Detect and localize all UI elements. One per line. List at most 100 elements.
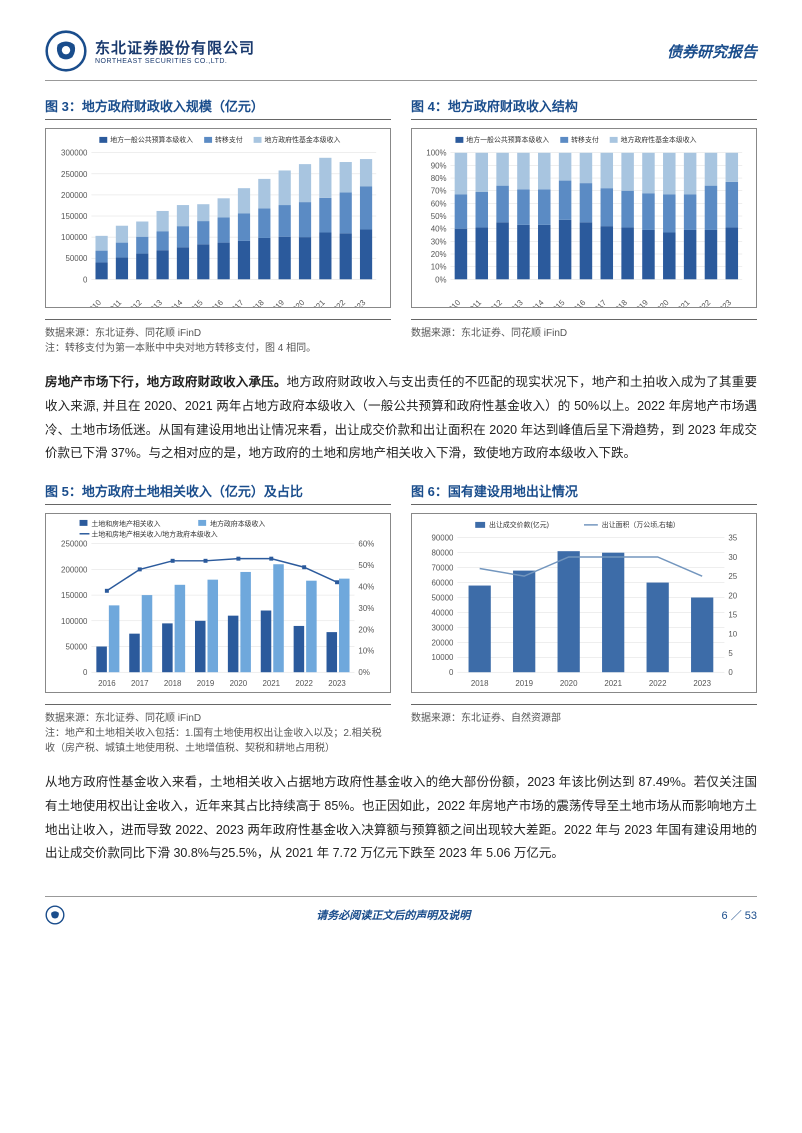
footer-page-number: 6 ／ 53 [722,907,757,923]
svg-text:150000: 150000 [61,212,88,221]
svg-text:2022: 2022 [694,298,713,308]
svg-text:转移支付: 转移支付 [571,135,599,144]
svg-text:2021: 2021 [673,298,692,308]
svg-text:2018: 2018 [471,679,489,688]
svg-text:2022: 2022 [295,679,313,688]
svg-text:15: 15 [728,611,737,620]
svg-text:2018: 2018 [610,298,629,308]
svg-text:300000: 300000 [61,149,88,158]
chart-6-svg: 出让成交价款(亿元)出让面积（万公顷,右轴）010000200003000040… [411,513,757,693]
chart-4-title: 图 4：地方政府财政收入结构 [411,96,757,120]
svg-text:地方政府性基金本级收入: 地方政府性基金本级收入 [264,135,340,144]
logo-icon [45,30,87,72]
chart-4-svg: 地方一般公共预算本级收入转移支付地方政府性基金本级收入0%10%20%30%40… [411,128,757,308]
page-header: 东北证券股份有限公司 NORTHEAST SECURITIES CO.,LTD.… [45,30,757,81]
chart-6-title: 图 6：国有建设用地出让情况 [411,481,757,505]
logo-cn: 东北证券股份有限公司 [95,37,255,58]
svg-text:25: 25 [728,572,737,581]
svg-text:2021: 2021 [262,679,280,688]
svg-text:0%: 0% [358,668,369,677]
svg-text:20%: 20% [358,625,374,634]
paragraph-1-lead: 房地产市场下行，地方政府财政收入承压。 [45,375,287,389]
svg-text:150000: 150000 [61,591,88,600]
svg-text:100000: 100000 [61,617,88,626]
svg-text:2012: 2012 [125,298,144,308]
svg-text:2020: 2020 [652,298,671,308]
svg-text:2019: 2019 [197,679,215,688]
svg-text:2019: 2019 [631,298,650,308]
svg-text:2013: 2013 [506,298,525,308]
svg-text:2017: 2017 [131,679,149,688]
svg-text:40000: 40000 [431,608,454,617]
svg-text:2023: 2023 [349,298,368,308]
svg-text:100%: 100% [426,149,446,158]
svg-text:90%: 90% [431,161,447,170]
svg-text:2010: 2010 [84,298,103,308]
svg-text:2020: 2020 [230,679,248,688]
svg-text:10%: 10% [431,263,447,272]
svg-text:2014: 2014 [527,298,546,308]
svg-text:2014: 2014 [166,298,185,308]
chart-3-block: 图 3：地方政府财政收入规模（亿元） 地方一般公共预算本级收入转移支付地方政府性… [45,96,391,356]
svg-text:10%: 10% [358,647,374,656]
svg-text:40%: 40% [358,582,374,591]
svg-text:2018: 2018 [247,298,266,308]
svg-text:0: 0 [449,668,454,677]
svg-text:100000: 100000 [61,233,88,242]
svg-text:10000: 10000 [431,653,454,662]
svg-text:90000: 90000 [431,534,454,543]
svg-text:2015: 2015 [186,298,205,308]
svg-text:20%: 20% [431,250,447,259]
svg-text:2022: 2022 [649,679,667,688]
svg-text:200000: 200000 [61,191,88,200]
chart-6-source: 数据来源：东北证券、自然资源部 [411,704,757,724]
svg-text:80000: 80000 [431,549,454,558]
chart-5-note: 注：地产和土地相关收入包括：1.国有土地使用权出让金收入以及；2.相关税收（房产… [45,726,391,756]
logo-en: NORTHEAST SECURITIES CO.,LTD. [95,58,255,65]
svg-text:地方一般公共预算本级收入: 地方一般公共预算本级收入 [466,135,549,144]
svg-text:60000: 60000 [431,579,454,588]
svg-text:2023: 2023 [693,679,711,688]
page-footer: 请务必阅读正文后的声明及说明 6 ／ 53 [45,896,757,925]
svg-text:80%: 80% [431,174,447,183]
report-type: 债券研究报告 [667,41,757,62]
svg-text:40%: 40% [431,225,447,234]
svg-text:70%: 70% [431,187,447,196]
footer-logo-icon [45,905,65,925]
chart-5-block: 图 5：地方政府土地相关收入（亿元）及占比 土地和房地产相关收入 地方政府本级收入… [45,481,391,756]
svg-text:土地和房地产相关收入: 土地和房地产相关收入 [91,519,160,528]
svg-text:2022: 2022 [328,298,347,308]
svg-text:0%: 0% [435,275,446,284]
svg-text:出让成交价款(亿元): 出让成交价款(亿元) [489,520,549,529]
svg-text:2017: 2017 [227,298,246,308]
svg-text:2021: 2021 [308,298,327,308]
svg-text:0: 0 [83,668,88,677]
svg-text:30%: 30% [431,237,447,246]
svg-text:20000: 20000 [431,638,454,647]
svg-text:50000: 50000 [65,642,88,651]
chart-5-title: 图 5：地方政府土地相关收入（亿元）及占比 [45,481,391,505]
footer-disclaimer: 请务必阅读正文后的声明及说明 [316,907,470,923]
chart-5-svg: 土地和房地产相关收入地方政府本级收入土地和房地产相关收入/地方政府本级收入050… [45,513,391,693]
chart-6-block: 图 6：国有建设用地出让情况 出让成交价款(亿元) 出让面积（万公顷,右轴） 0 10… [411,481,757,756]
svg-text:2023: 2023 [714,298,733,308]
chart-3-note: 注：转移支付为第一本账中中央对地方转移支付，图 4 相同。 [45,341,391,356]
svg-text:2015: 2015 [548,298,567,308]
svg-text:10: 10 [728,630,737,639]
svg-text:2016: 2016 [569,298,588,308]
svg-text:2012: 2012 [485,298,504,308]
svg-text:2021: 2021 [604,679,622,688]
svg-text:70000: 70000 [431,564,454,573]
svg-text:2023: 2023 [328,679,346,688]
svg-text:出让面积（万公顷,右轴）: 出让面积（万公顷,右轴） [602,520,680,529]
chart-4-source: 数据来源：东北证券、同花顺 iFinD [411,319,757,339]
logo-block: 东北证券股份有限公司 NORTHEAST SECURITIES CO.,LTD. [45,30,255,72]
chart-4-block: 图 4：地方政府财政收入结构 地方一般公共预算本级收入转移支付地方政府性基金本级… [411,96,757,356]
svg-text:50000: 50000 [431,593,454,602]
svg-text:地方政府本级收入: 地方政府本级收入 [210,519,265,528]
svg-text:2013: 2013 [145,298,164,308]
svg-text:35: 35 [728,534,737,543]
chart-3-svg: 地方一般公共预算本级收入转移支付地方政府性基金本级收入0500001000001… [45,128,391,308]
svg-text:50000: 50000 [65,254,88,263]
paragraph-2: 从地方政府性基金收入来看，土地相关收入占据地方政府性基金收入的绝大部份份额，20… [45,771,757,866]
